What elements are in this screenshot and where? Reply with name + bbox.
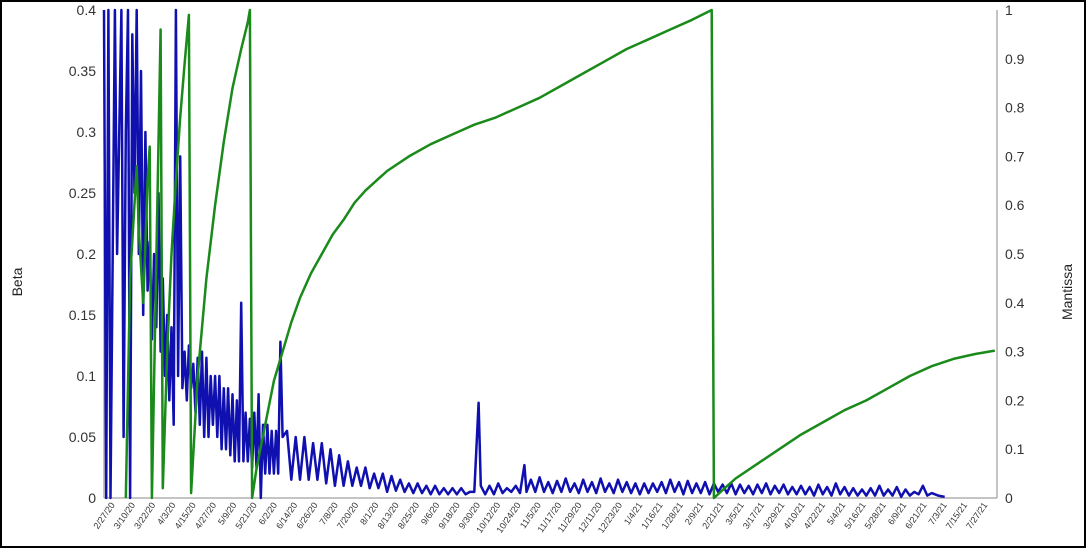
y-tick-label-right: 0.8	[1005, 100, 1025, 116]
y-tick-label-right: 0.6	[1005, 197, 1025, 213]
y-tick-label-left: 0.4	[77, 2, 97, 18]
y-tick-label-right: 0.2	[1005, 392, 1025, 408]
y-tick-label-left: 0.1	[77, 368, 97, 384]
y-tick-label-right: 0.7	[1005, 148, 1025, 164]
y-tick-label-left: 0.25	[69, 185, 96, 201]
right-axis-ticks: 0 0.1 0.2 0.3 0.4 0.5 0.6 0.7 0.8 0.9 1	[1005, 2, 1025, 506]
y-tick-label-right: 0.1	[1005, 441, 1025, 457]
y-tick-label-left: 0.3	[77, 124, 97, 140]
y-tick-label-right: 0.9	[1005, 51, 1025, 67]
y-tick-label-left: 0.35	[69, 63, 96, 79]
y-tick-label-right: 0.4	[1005, 295, 1025, 311]
series-line-mantissa	[124, 8, 996, 500]
left-axis-ticks: 0 0.05 0.1 0.15 0.2 0.25 0.3 0.35 0.4	[69, 2, 96, 506]
y-axis-title-right: Mantissa	[1059, 264, 1075, 320]
y-tick-label-left: 0.05	[69, 429, 96, 445]
series-layer	[102, 8, 996, 500]
y-tick-label-right: 1	[1005, 2, 1013, 18]
y-tick-label-right: 0	[1005, 490, 1013, 506]
series-line-beta	[102, 8, 945, 500]
y-axis-title-left: Beta	[9, 267, 25, 296]
y-tick-label-left: 0.2	[77, 246, 97, 262]
y-tick-label-left: 0.15	[69, 307, 96, 323]
y-tick-label-left: 0	[88, 490, 96, 506]
y-tick-label-right: 0.3	[1005, 344, 1025, 360]
y-tick-label-right: 0.5	[1005, 246, 1025, 262]
